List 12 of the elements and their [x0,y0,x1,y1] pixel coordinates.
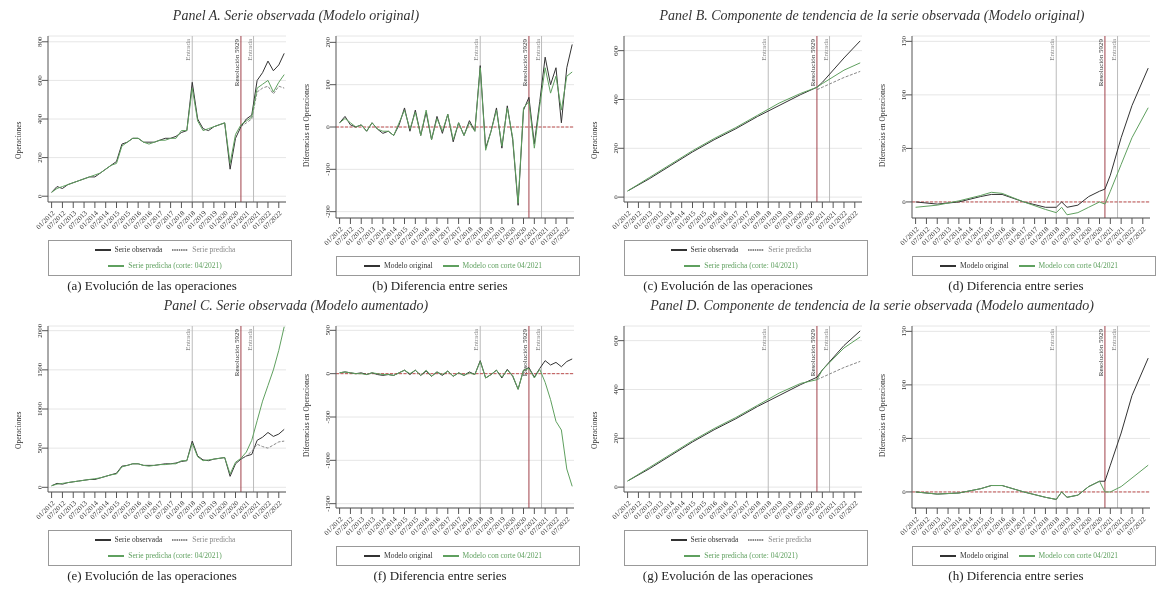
text: (e) Evolución de las operaciones [66,568,238,584]
text: (d) Diferencia entre series [947,278,1085,294]
text: (c) Evolución de las operaciones [642,278,814,294]
chart-title: Panel B. Componente de tendencia de la serie observada (Modelo original) [658,8,1086,24]
chart-title: Panel A. Serie observada (Modelo original) [171,8,421,24]
text: (f) Diferencia entre series [372,568,508,584]
text: (h) Diferencia entre series [947,568,1085,584]
text: (b) Diferencia entre series [371,278,509,294]
text: (g) Evolución de las operaciones [641,568,815,584]
chart-title: Panel C. Serie observada (Modelo aumentado) [162,298,430,314]
chart-title: Panel D. Componente de tendencia de la serie observada (Modelo aumentado) [649,298,1095,314]
text: (a) Evolución de las operaciones [66,278,238,294]
